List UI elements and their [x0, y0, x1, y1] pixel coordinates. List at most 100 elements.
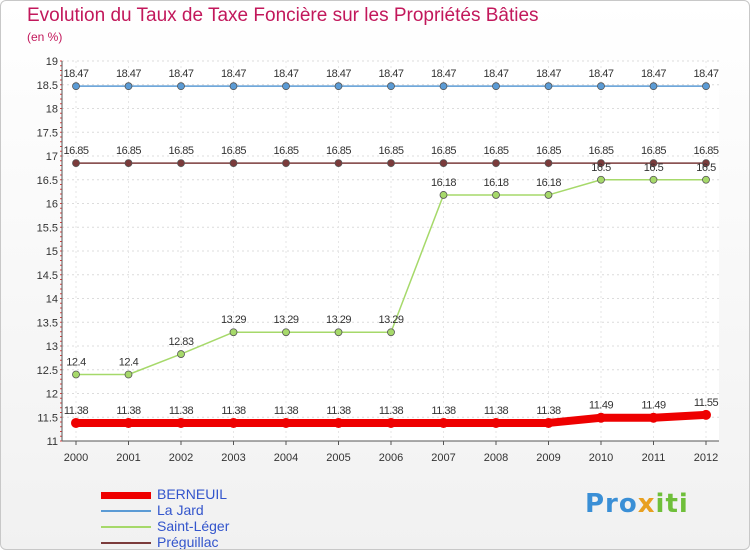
- unit-label: (en %): [27, 30, 63, 44]
- data-point: [333, 417, 344, 428]
- data-point: [334, 159, 343, 168]
- data-point: [282, 82, 290, 91]
- data-label: 11.38: [64, 405, 89, 417]
- data-point: [491, 417, 501, 428]
- data-label: 16.85: [63, 145, 88, 157]
- data-point: [124, 82, 133, 91]
- x-tick-label: 2012: [694, 452, 718, 464]
- data-point: [544, 191, 553, 199]
- x-tick-label: 2002: [169, 452, 193, 464]
- data-label: 11.38: [536, 405, 561, 417]
- data-point: [387, 159, 395, 168]
- data-point: [72, 370, 80, 379]
- data-point: [701, 409, 711, 420]
- data-point: [597, 159, 605, 168]
- data-label: 16.5: [591, 162, 611, 174]
- legend-item-la jard: La Jard: [101, 502, 301, 519]
- data-label: 16.85: [326, 145, 351, 157]
- x-tick-label: 2010: [589, 452, 613, 464]
- legend-label: Saint-Léger: [157, 518, 230, 534]
- x-tick-label: 2009: [536, 452, 560, 464]
- data-label: 11.38: [326, 405, 351, 417]
- data-label: 16.85: [221, 145, 246, 157]
- y-tick-label: 11.5: [37, 412, 58, 424]
- proxiti-logo: Proxiti: [585, 489, 689, 519]
- data-point: [71, 417, 81, 428]
- y-tick-label: 16: [46, 199, 58, 211]
- y-tick-label: 18.5: [37, 80, 58, 92]
- data-label: 18.47: [221, 68, 246, 80]
- data-point: [177, 350, 185, 358]
- data-label: 16.85: [431, 145, 456, 157]
- data-label: 16.85: [483, 145, 508, 157]
- data-point: [281, 417, 291, 428]
- logo-part-1: Pro: [585, 489, 638, 519]
- legend-label: Préguillac: [157, 534, 219, 550]
- data-point: [438, 417, 449, 428]
- y-tick-label: 16.5: [37, 175, 58, 187]
- x-tick-label: 2005: [326, 452, 350, 464]
- data-label: 16.85: [536, 145, 561, 157]
- data-label: 16.85: [588, 145, 613, 157]
- data-point: [649, 159, 658, 168]
- data-label: 11.38: [116, 405, 141, 417]
- data-label: 11.55: [694, 397, 719, 409]
- data-label: 18.47: [378, 68, 403, 80]
- data-label: 16.85: [168, 145, 193, 157]
- data-label: 13.29: [326, 314, 351, 326]
- data-label: 11.49: [641, 400, 666, 412]
- legend-item-berneuil: BERNEUIL: [101, 486, 301, 503]
- data-point: [228, 417, 239, 428]
- data-label: 11.38: [431, 405, 456, 417]
- data-label: 16.5: [644, 162, 664, 174]
- data-label: 16.85: [641, 145, 666, 157]
- y-tick-label: 14.5: [37, 270, 58, 282]
- data-label: 18.47: [588, 68, 613, 80]
- legend-label: BERNEUIL: [157, 486, 228, 502]
- y-tick-label: 17: [46, 151, 58, 163]
- data-label: 11.38: [484, 405, 509, 417]
- y-tick-label: 14: [46, 294, 58, 306]
- data-point: [229, 159, 238, 168]
- data-label: 13.29: [378, 314, 403, 326]
- chart-legend: BERNEUIL La Jard Saint-Léger Préguillac: [101, 486, 301, 550]
- y-tick-label: 15.5: [37, 222, 58, 234]
- x-tick-label: 2003: [221, 452, 245, 464]
- data-label: 12.83: [168, 336, 193, 348]
- data-label: 13.29: [221, 314, 246, 326]
- data-label: 16.85: [693, 145, 718, 157]
- data-point: [177, 159, 185, 168]
- data-label: 11.38: [379, 405, 404, 417]
- y-tick-label: 12.5: [37, 365, 58, 377]
- legend-swatch: [101, 510, 151, 512]
- data-label: 11.38: [274, 405, 299, 417]
- legend-swatch: [101, 492, 151, 499]
- x-tick-label: 2006: [379, 452, 403, 464]
- data-label: 11.38: [221, 405, 246, 417]
- legend-swatch: [101, 526, 151, 528]
- data-label: 16.18: [536, 177, 561, 189]
- data-point: [596, 412, 606, 423]
- data-point: [72, 159, 80, 168]
- y-tick-label: 15: [46, 246, 58, 258]
- data-point: [439, 191, 448, 199]
- data-label: 18.47: [536, 68, 561, 80]
- data-point: [597, 175, 605, 184]
- y-tick-label: 19: [46, 56, 58, 68]
- data-point: [72, 82, 80, 91]
- data-point: [702, 159, 710, 168]
- x-tick-label: 2000: [64, 452, 88, 464]
- data-label: 16.85: [378, 145, 403, 157]
- data-point: [229, 82, 238, 91]
- y-tick-label: 13: [46, 341, 58, 353]
- data-point: [702, 175, 710, 184]
- y-tick-label: 11: [47, 436, 58, 448]
- logo-part-3: iti: [655, 489, 689, 519]
- data-point: [386, 417, 396, 428]
- data-point: [544, 159, 553, 168]
- legend-item-préguillac: Préguillac: [101, 534, 301, 550]
- x-tick-label: 2001: [116, 452, 140, 464]
- data-point: [492, 191, 500, 199]
- data-point: [702, 82, 710, 91]
